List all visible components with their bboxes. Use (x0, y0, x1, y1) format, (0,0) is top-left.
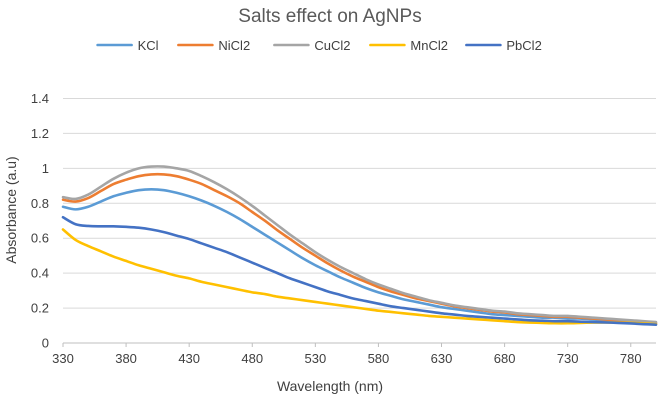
chart-title: Salts effect on AgNPs (238, 6, 421, 27)
x-tick-label: 780 (620, 351, 642, 366)
x-tick-label: 480 (241, 351, 263, 366)
series-line-mncl2 (61, 228, 658, 326)
y-tick-label: 0.2 (31, 301, 49, 316)
x-tick-label: 330 (52, 351, 74, 366)
series-lines (61, 165, 658, 326)
y-tick-label: 1.2 (31, 126, 49, 141)
y-tick-label: 0 (42, 336, 49, 351)
x-axis-label: Wavelength (nm) (277, 378, 383, 394)
legend-label-mncl2: MnCl2 (410, 38, 448, 53)
legend-label-cucl2: CuCl2 (314, 38, 350, 53)
x-tick-label: 530 (304, 351, 326, 366)
legend-label-kcl: KCl (138, 38, 159, 53)
y-tick-label: 1 (42, 161, 49, 176)
y-tick-label: 0.8 (31, 196, 49, 211)
y-axis-label: Absorbance (a.u) (3, 156, 19, 263)
x-axis-ticks: 330 380 430 480 530 580 630 680 730 780 (52, 343, 642, 366)
series-line-kcl (61, 187, 658, 326)
legend-label-pbcl2: PbCl2 (506, 38, 541, 53)
x-tick-label: 630 (431, 351, 453, 366)
x-tick-label: 380 (115, 351, 137, 366)
x-tick-label: 680 (494, 351, 516, 366)
legend: KCl NiCl2 CuCl2 MnCl2 PbCl2 (96, 38, 542, 53)
series-line-pbcl2 (61, 215, 658, 326)
x-tick-label: 730 (557, 351, 579, 366)
x-tick-label: 430 (178, 351, 200, 366)
legend-label-nicl2: NiCl2 (218, 38, 250, 53)
series-line-cucl2 (61, 165, 658, 324)
y-tick-label: 0.6 (31, 231, 49, 246)
y-tick-label: 1.4 (31, 91, 49, 106)
x-tick-label: 580 (368, 351, 390, 366)
gridlines (63, 97, 656, 344)
y-tick-label: 0.4 (31, 266, 49, 281)
y-axis-ticks: 0 0.2 0.4 0.6 0.8 1 1.2 1.4 (31, 91, 49, 351)
